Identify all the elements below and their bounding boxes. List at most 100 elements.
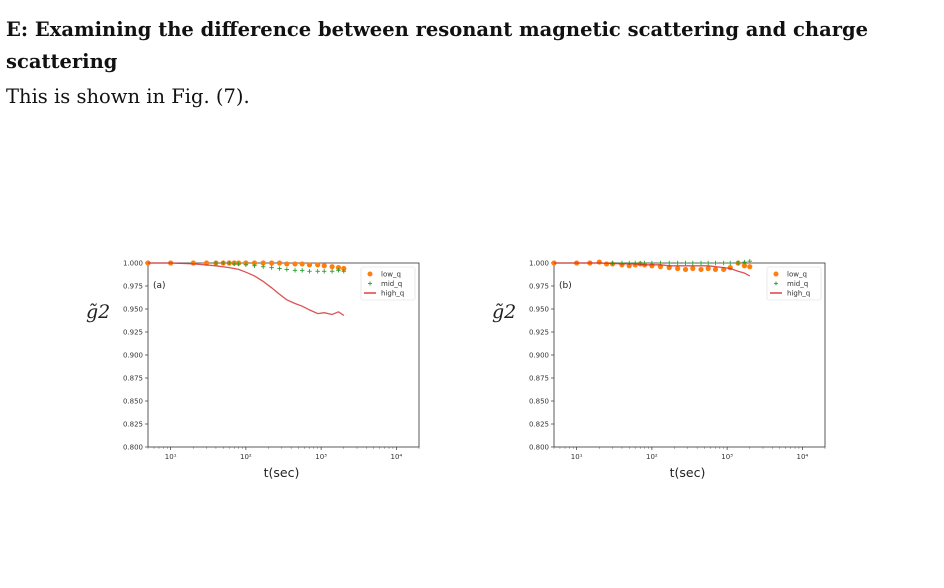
data-point-mid_q <box>307 269 312 274</box>
data-point-low_q <box>747 264 753 270</box>
data-point-low_q <box>306 262 313 268</box>
x-tick-label: 10³ <box>721 453 733 461</box>
panel-label: (b) <box>559 281 572 291</box>
data-point-low_q <box>329 264 335 270</box>
y-tick-label: 0.875 <box>529 375 549 383</box>
data-point-mid_q <box>667 260 672 266</box>
data-point-mid_q <box>742 259 747 265</box>
y-tick-label: 0.900 <box>529 352 549 360</box>
data-point-mid_q <box>705 260 711 266</box>
data-point-mid_q <box>315 269 320 274</box>
data-point-mid_q <box>284 267 290 272</box>
data-point-low_q <box>712 266 719 273</box>
x-tick-label: 10⁴ <box>390 453 402 461</box>
data-point-mid_q <box>236 261 241 267</box>
data-point-low_q <box>315 262 321 268</box>
data-point-low_q <box>269 260 275 266</box>
section-heading: E: Examining the difference between reso… <box>6 18 869 73</box>
legend-label-mid_q: mid_q <box>787 280 808 288</box>
x-tick-label: 10¹ <box>571 453 583 461</box>
x-tick-label: 10⁴ <box>796 453 808 461</box>
legend-label-mid_q: mid_q <box>381 280 402 288</box>
legend-box <box>360 266 416 301</box>
data-point-mid_q <box>213 260 219 266</box>
y-tick-label: 0.800 <box>529 444 549 452</box>
y-tick-label: 0.800 <box>123 444 143 452</box>
legend-label-low_q: low_q <box>787 271 807 279</box>
data-point-low_q <box>682 266 689 273</box>
y-tick-label: 1.000 <box>123 260 143 268</box>
y-tick-label: 0.825 <box>123 421 143 429</box>
data-point-low_q <box>276 260 283 266</box>
x-axis-label: t(sec) <box>670 465 706 480</box>
data-point-mid_q <box>735 260 741 266</box>
data-point-mid_q <box>252 263 257 268</box>
y-tick-label: 0.900 <box>123 352 143 360</box>
data-point-mid_q <box>322 269 327 274</box>
data-point-mid_q <box>277 266 282 271</box>
data-point-mid_q <box>261 264 266 269</box>
data-point-mid_q <box>675 260 680 266</box>
y-tick-label: 0.875 <box>123 375 143 383</box>
data-point-mid_q <box>698 260 704 266</box>
data-point-mid_q <box>226 260 232 266</box>
data-point-mid_q <box>292 268 298 273</box>
y-tick-label: 0.975 <box>529 283 549 291</box>
legend-label-low_q: low_q <box>381 271 401 279</box>
panel-label: (a) <box>153 281 166 291</box>
series-line-high_q <box>554 262 751 277</box>
y-tick-label: 0.825 <box>529 421 549 429</box>
data-point-low_q <box>292 261 298 267</box>
data-point-mid_q <box>728 260 733 266</box>
data-point-low_q <box>341 265 347 272</box>
data-point-mid_q <box>721 260 726 266</box>
y-tick-label: 0.925 <box>123 329 143 337</box>
y-axis-label: g̃2 <box>86 301 110 323</box>
legend-marker-low_q <box>367 271 373 277</box>
legend-marker-low_q <box>773 271 779 277</box>
body-text: This is shown in Fig. (7). <box>6 85 250 108</box>
series-line-high_q <box>148 262 345 316</box>
data-point-low_q <box>741 263 748 269</box>
data-point-mid_q <box>243 262 249 268</box>
legend-label-high_q: high_q <box>787 290 810 298</box>
data-point-low_q <box>190 260 196 266</box>
data-point-low_q <box>299 261 305 267</box>
data-point-low_q <box>284 261 290 267</box>
data-point-low_q <box>690 265 696 272</box>
data-point-mid_q <box>269 265 274 270</box>
data-point-mid_q <box>690 260 696 266</box>
figure-panel-a: 0.800 0.825 0.850 0.875 0.900 0.925 0.950 0.975… <box>86 260 420 480</box>
data-point-mid_q <box>336 268 341 273</box>
y-tick-label: 0.950 <box>123 306 143 314</box>
y-tick-label: 0.925 <box>529 329 549 337</box>
data-point-mid_q <box>747 258 752 264</box>
legend-box <box>766 266 822 301</box>
data-point-mid_q <box>221 260 226 266</box>
data-point-low_q <box>335 265 342 271</box>
data-point-low_q <box>705 265 711 272</box>
y-tick-label: 0.975 <box>123 283 143 291</box>
data-point-low_q <box>698 266 704 273</box>
x-tick-label: 10² <box>646 453 658 461</box>
legend-label-high_q: high_q <box>381 290 404 298</box>
data-point-low_q <box>321 263 327 269</box>
y-tick-label: 0.850 <box>123 398 143 406</box>
y-axis-label: g̃2 <box>492 301 516 323</box>
y-tick-label: 0.850 <box>529 398 549 406</box>
data-point-low_q <box>260 260 266 266</box>
y-tick-label: 1.000 <box>529 260 549 268</box>
data-point-low_q <box>596 259 602 265</box>
x-axis-label: t(sec) <box>264 465 300 480</box>
data-point-mid_q <box>232 261 237 267</box>
data-point-mid_q <box>341 269 346 274</box>
data-point-mid_q <box>299 268 305 273</box>
x-tick-label: 10² <box>240 453 252 461</box>
y-tick-label: 0.950 <box>529 306 549 314</box>
data-point-mid_q <box>683 260 688 266</box>
data-point-low_q <box>675 265 681 272</box>
data-point-low_q <box>251 260 258 266</box>
x-tick-label: 10³ <box>315 453 327 461</box>
data-point-mid_q <box>713 260 718 266</box>
data-point-mid_q <box>329 269 335 274</box>
